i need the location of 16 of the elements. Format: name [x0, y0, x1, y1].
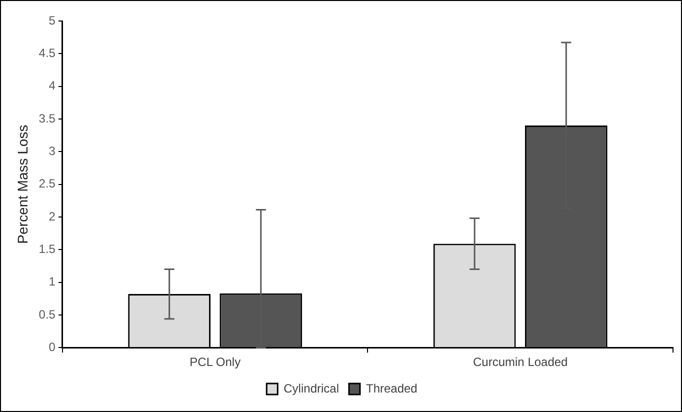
y-tick-label: 2	[48, 209, 56, 224]
y-axis-title: Percent Mass Loss	[14, 124, 30, 244]
legend-label: Cylindrical	[284, 381, 339, 396]
y-tick-label: 2.5	[38, 176, 56, 191]
y-tick-label: 3	[48, 144, 56, 158]
y-tick-label: 4	[48, 78, 56, 93]
y-tick-label: 3.5	[38, 111, 56, 126]
y-tick-label: 0.5	[38, 307, 56, 322]
x-tick-label: PCL Only	[190, 355, 241, 370]
y-tick-label: 0	[48, 340, 56, 354]
x-tick-label: Curcumin Loaded	[473, 355, 568, 370]
y-tick-label: 4.5	[38, 46, 56, 60]
y-tick-label: 1.5	[38, 242, 56, 256]
legend-label: Threaded	[366, 381, 418, 396]
y-tick-label: 5	[48, 13, 56, 28]
y-tick-label: 1	[48, 274, 56, 289]
